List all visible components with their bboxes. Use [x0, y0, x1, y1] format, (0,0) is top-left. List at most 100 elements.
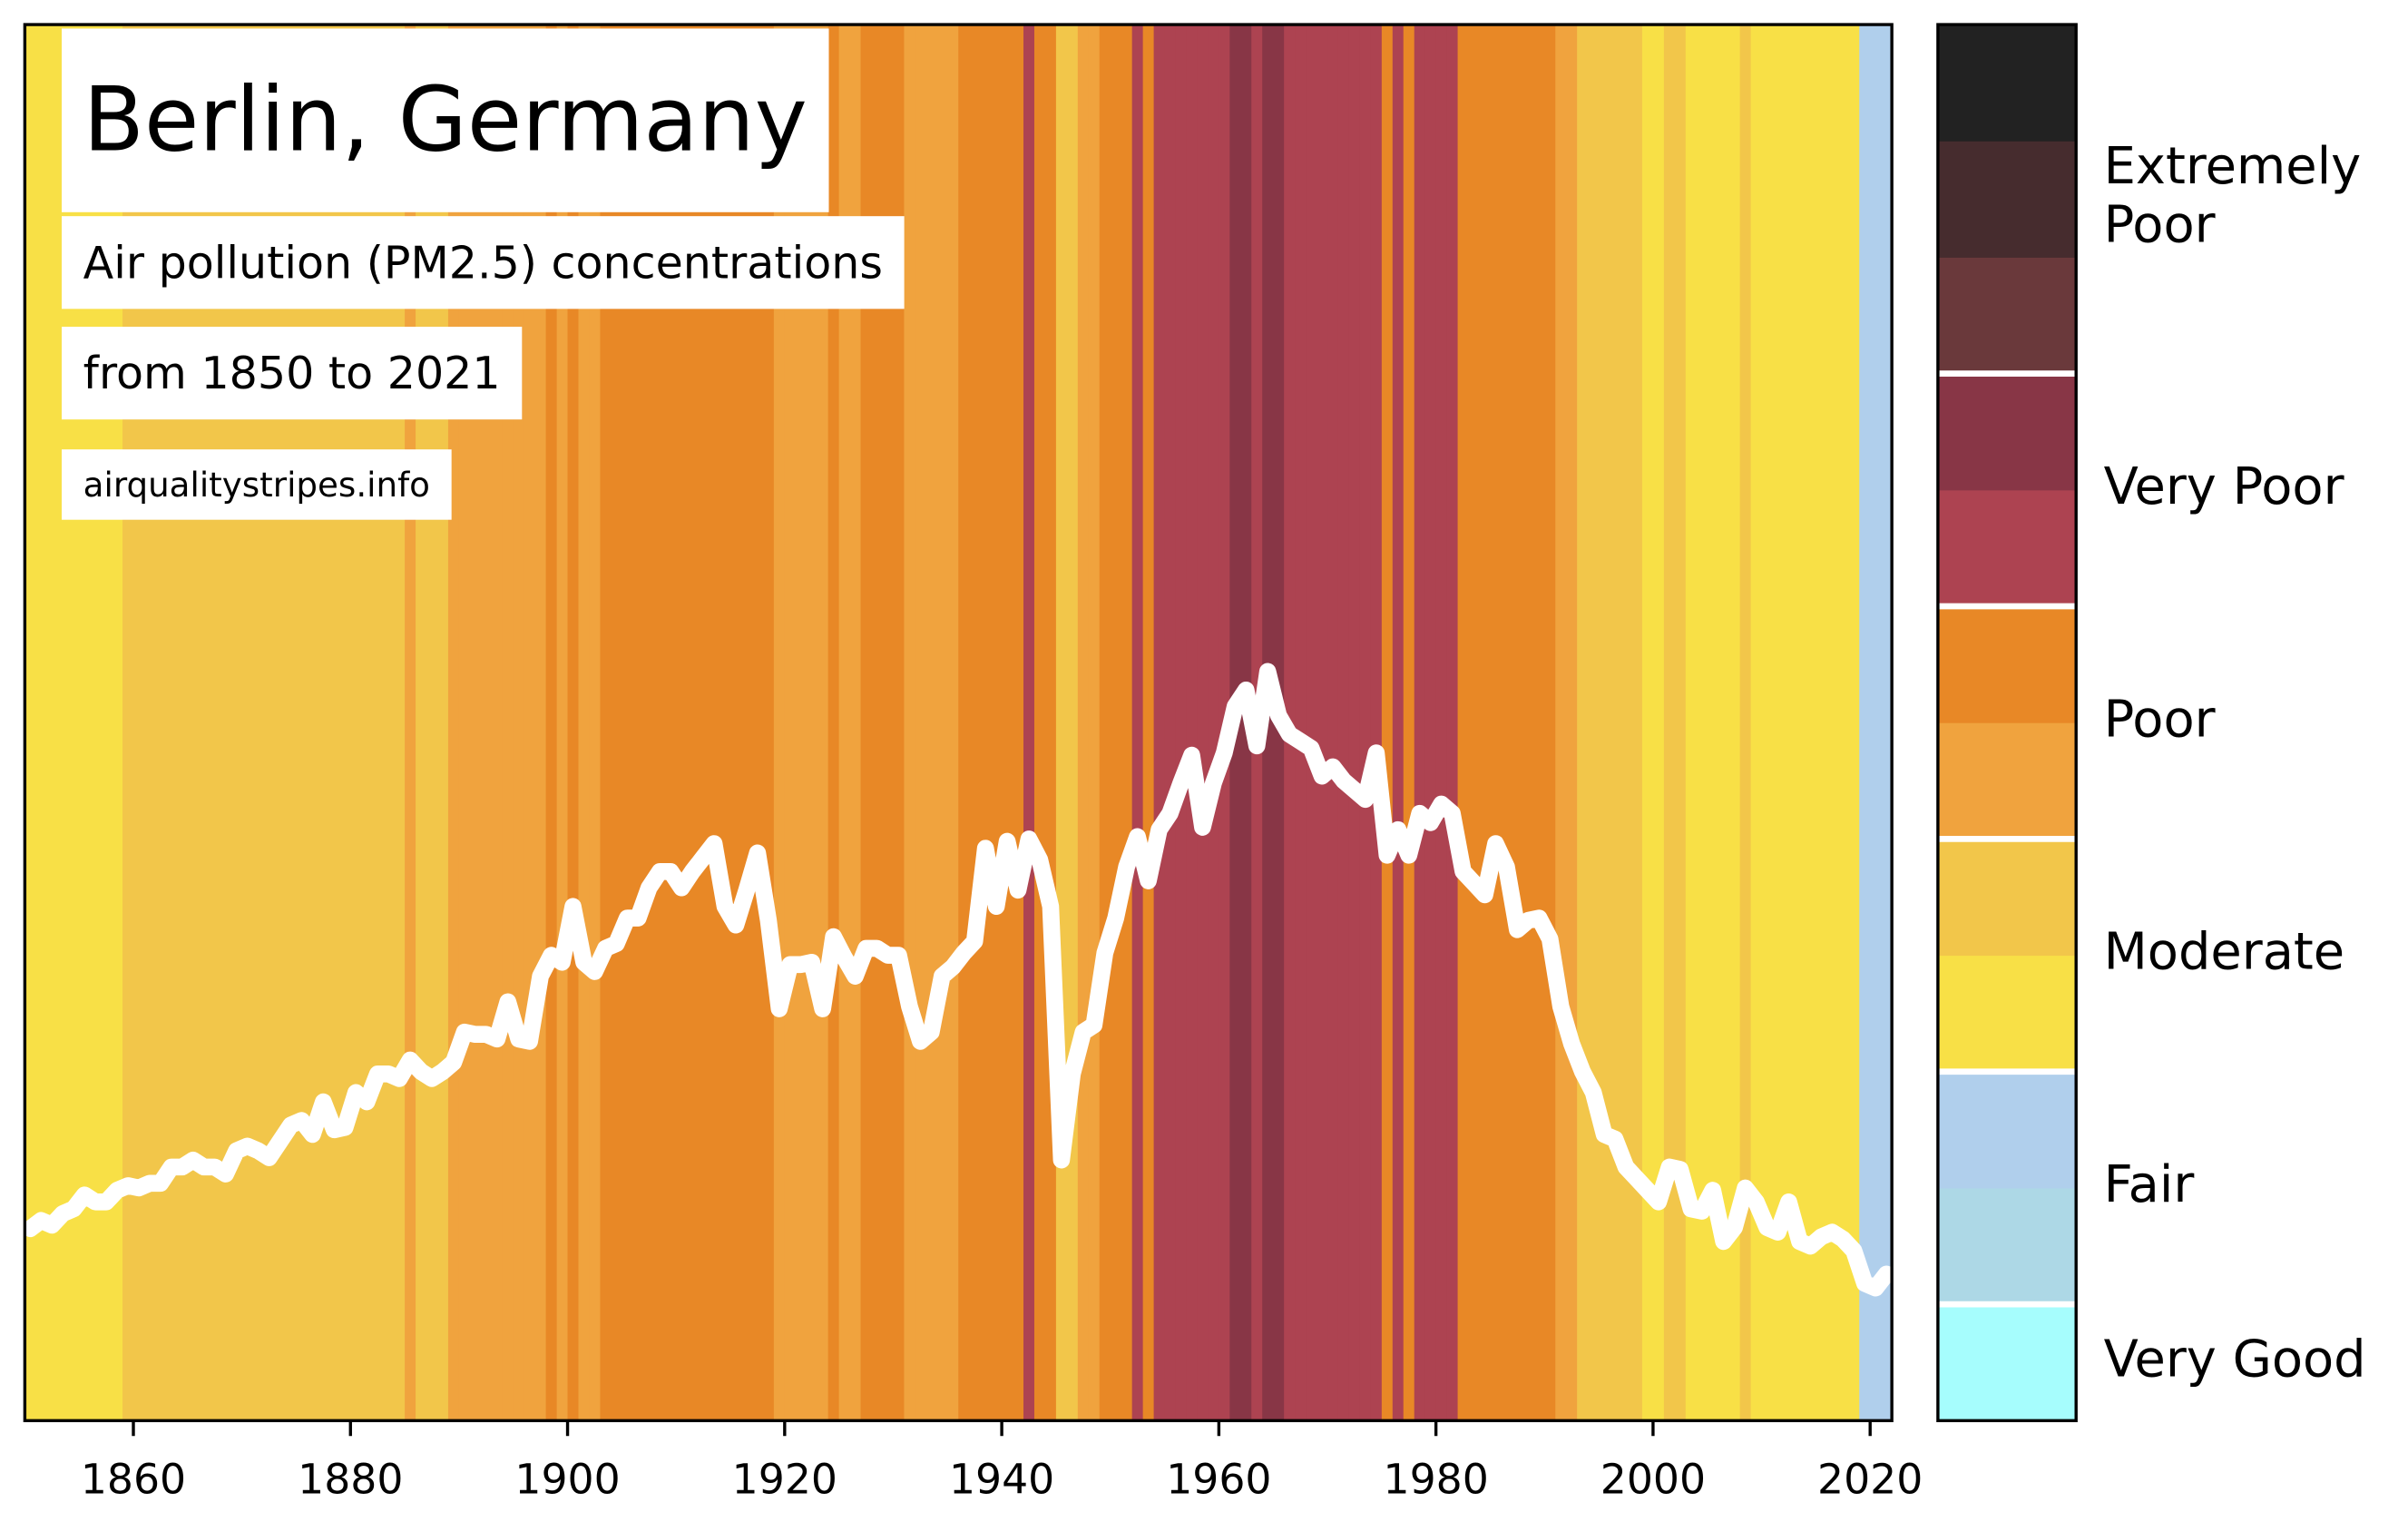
stripe	[1295, 25, 1307, 1421]
colorbar-label: Moderate	[2104, 923, 2345, 982]
stripe	[1772, 25, 1785, 1421]
stripe	[1696, 25, 1708, 1421]
stripe	[687, 25, 699, 1421]
stripe	[1728, 25, 1741, 1421]
colorbar-segment	[1937, 1304, 2077, 1421]
stripe	[35, 25, 47, 1421]
stripe	[1348, 25, 1361, 1421]
title-box	[61, 216, 905, 309]
stripe	[709, 25, 720, 1421]
stripe	[904, 25, 916, 1421]
stripe	[740, 25, 753, 1421]
stripe	[1805, 25, 1817, 1421]
stripe	[1501, 25, 1513, 1421]
chart-subtitle: Air pollution (PM2.5) concentrations	[83, 236, 883, 289]
colorbar-segment	[1937, 1187, 2077, 1305]
stripe	[1381, 25, 1394, 1421]
stripe	[698, 25, 710, 1421]
stripe	[1512, 25, 1524, 1421]
stripe	[1816, 25, 1828, 1421]
stripe	[871, 25, 884, 1421]
colorbar-segment	[1937, 1071, 2077, 1189]
stripe	[654, 25, 666, 1421]
stripe	[534, 25, 547, 1421]
pollution-line	[22, 663, 1895, 1297]
stripe	[1870, 25, 1882, 1421]
overlay: 1860 1880 1900 1920 1940 1960 1980 2000 2020 Very…	[22, 23, 2377, 1504]
stripe	[838, 25, 851, 1421]
stripe	[1859, 25, 1871, 1421]
stripe	[1110, 25, 1122, 1421]
x-tick-label: 1920	[732, 1456, 837, 1504]
colorbar-segment	[1937, 839, 2077, 957]
stripe	[1652, 25, 1665, 1421]
stripe	[1153, 25, 1166, 1421]
stripe	[1468, 25, 1481, 1421]
stripe	[1077, 25, 1090, 1421]
stripe	[947, 25, 959, 1421]
stripe	[1479, 25, 1492, 1421]
stripe	[969, 25, 981, 1421]
stripe	[1610, 25, 1621, 1421]
colorbar-segment	[1937, 257, 2077, 375]
chart-title: Berlin, Germany	[83, 69, 808, 172]
stripe	[1164, 25, 1177, 1421]
stripe	[1641, 25, 1654, 1421]
stripe	[1555, 25, 1567, 1421]
stripe	[1121, 25, 1133, 1421]
x-tick-label: 2000	[1600, 1456, 1706, 1504]
stripe	[1685, 25, 1698, 1421]
stripe	[1131, 25, 1144, 1421]
stripe	[958, 25, 970, 1421]
stripe	[773, 25, 786, 1421]
stripe	[1002, 25, 1013, 1421]
stripe	[1208, 25, 1220, 1421]
stripe	[882, 25, 895, 1421]
x-tick-label: 1980	[1384, 1456, 1489, 1504]
colorbar-segment	[1937, 25, 2077, 142]
stripe	[1663, 25, 1676, 1421]
stripe	[784, 25, 797, 1421]
stripe	[1544, 25, 1556, 1421]
stripe	[806, 25, 818, 1421]
stripe	[1013, 25, 1024, 1421]
stripe	[1761, 25, 1774, 1421]
stripe	[1533, 25, 1545, 1421]
colorbar-label: Very Poor	[2104, 457, 2344, 516]
stripe	[1175, 25, 1188, 1421]
colorbar-segment	[1937, 606, 2077, 723]
stripe	[827, 25, 840, 1421]
stripe	[1337, 25, 1350, 1421]
stripe	[1718, 25, 1730, 1421]
stripe	[1707, 25, 1719, 1421]
colorbar-segment	[1937, 955, 2077, 1073]
stripe	[1359, 25, 1372, 1421]
stripe	[600, 25, 612, 1421]
chart-period: from 1850 to 2021	[83, 347, 501, 399]
x-tick-label: 1860	[81, 1456, 186, 1504]
stripe	[1414, 25, 1426, 1421]
stripe	[719, 25, 731, 1421]
stripe	[1588, 25, 1600, 1421]
stripe	[1403, 25, 1415, 1421]
chart-source: airqualitystripes.info	[83, 465, 430, 505]
stripe	[611, 25, 623, 1421]
stripe	[1044, 25, 1057, 1421]
stripe	[817, 25, 829, 1421]
stripe	[578, 25, 591, 1421]
stripe	[567, 25, 580, 1421]
stripe	[46, 25, 58, 1421]
stripe	[1881, 25, 1893, 1421]
stripe	[1186, 25, 1199, 1421]
stripe	[1033, 25, 1046, 1421]
colorbar-label: Poor	[2104, 690, 2216, 749]
stripe	[1620, 25, 1632, 1421]
stripe	[762, 25, 775, 1421]
stripe	[1566, 25, 1578, 1421]
stripe	[589, 25, 602, 1421]
colorbar-segment	[1937, 373, 2077, 491]
stripe	[524, 25, 536, 1421]
stripe	[1435, 25, 1448, 1421]
